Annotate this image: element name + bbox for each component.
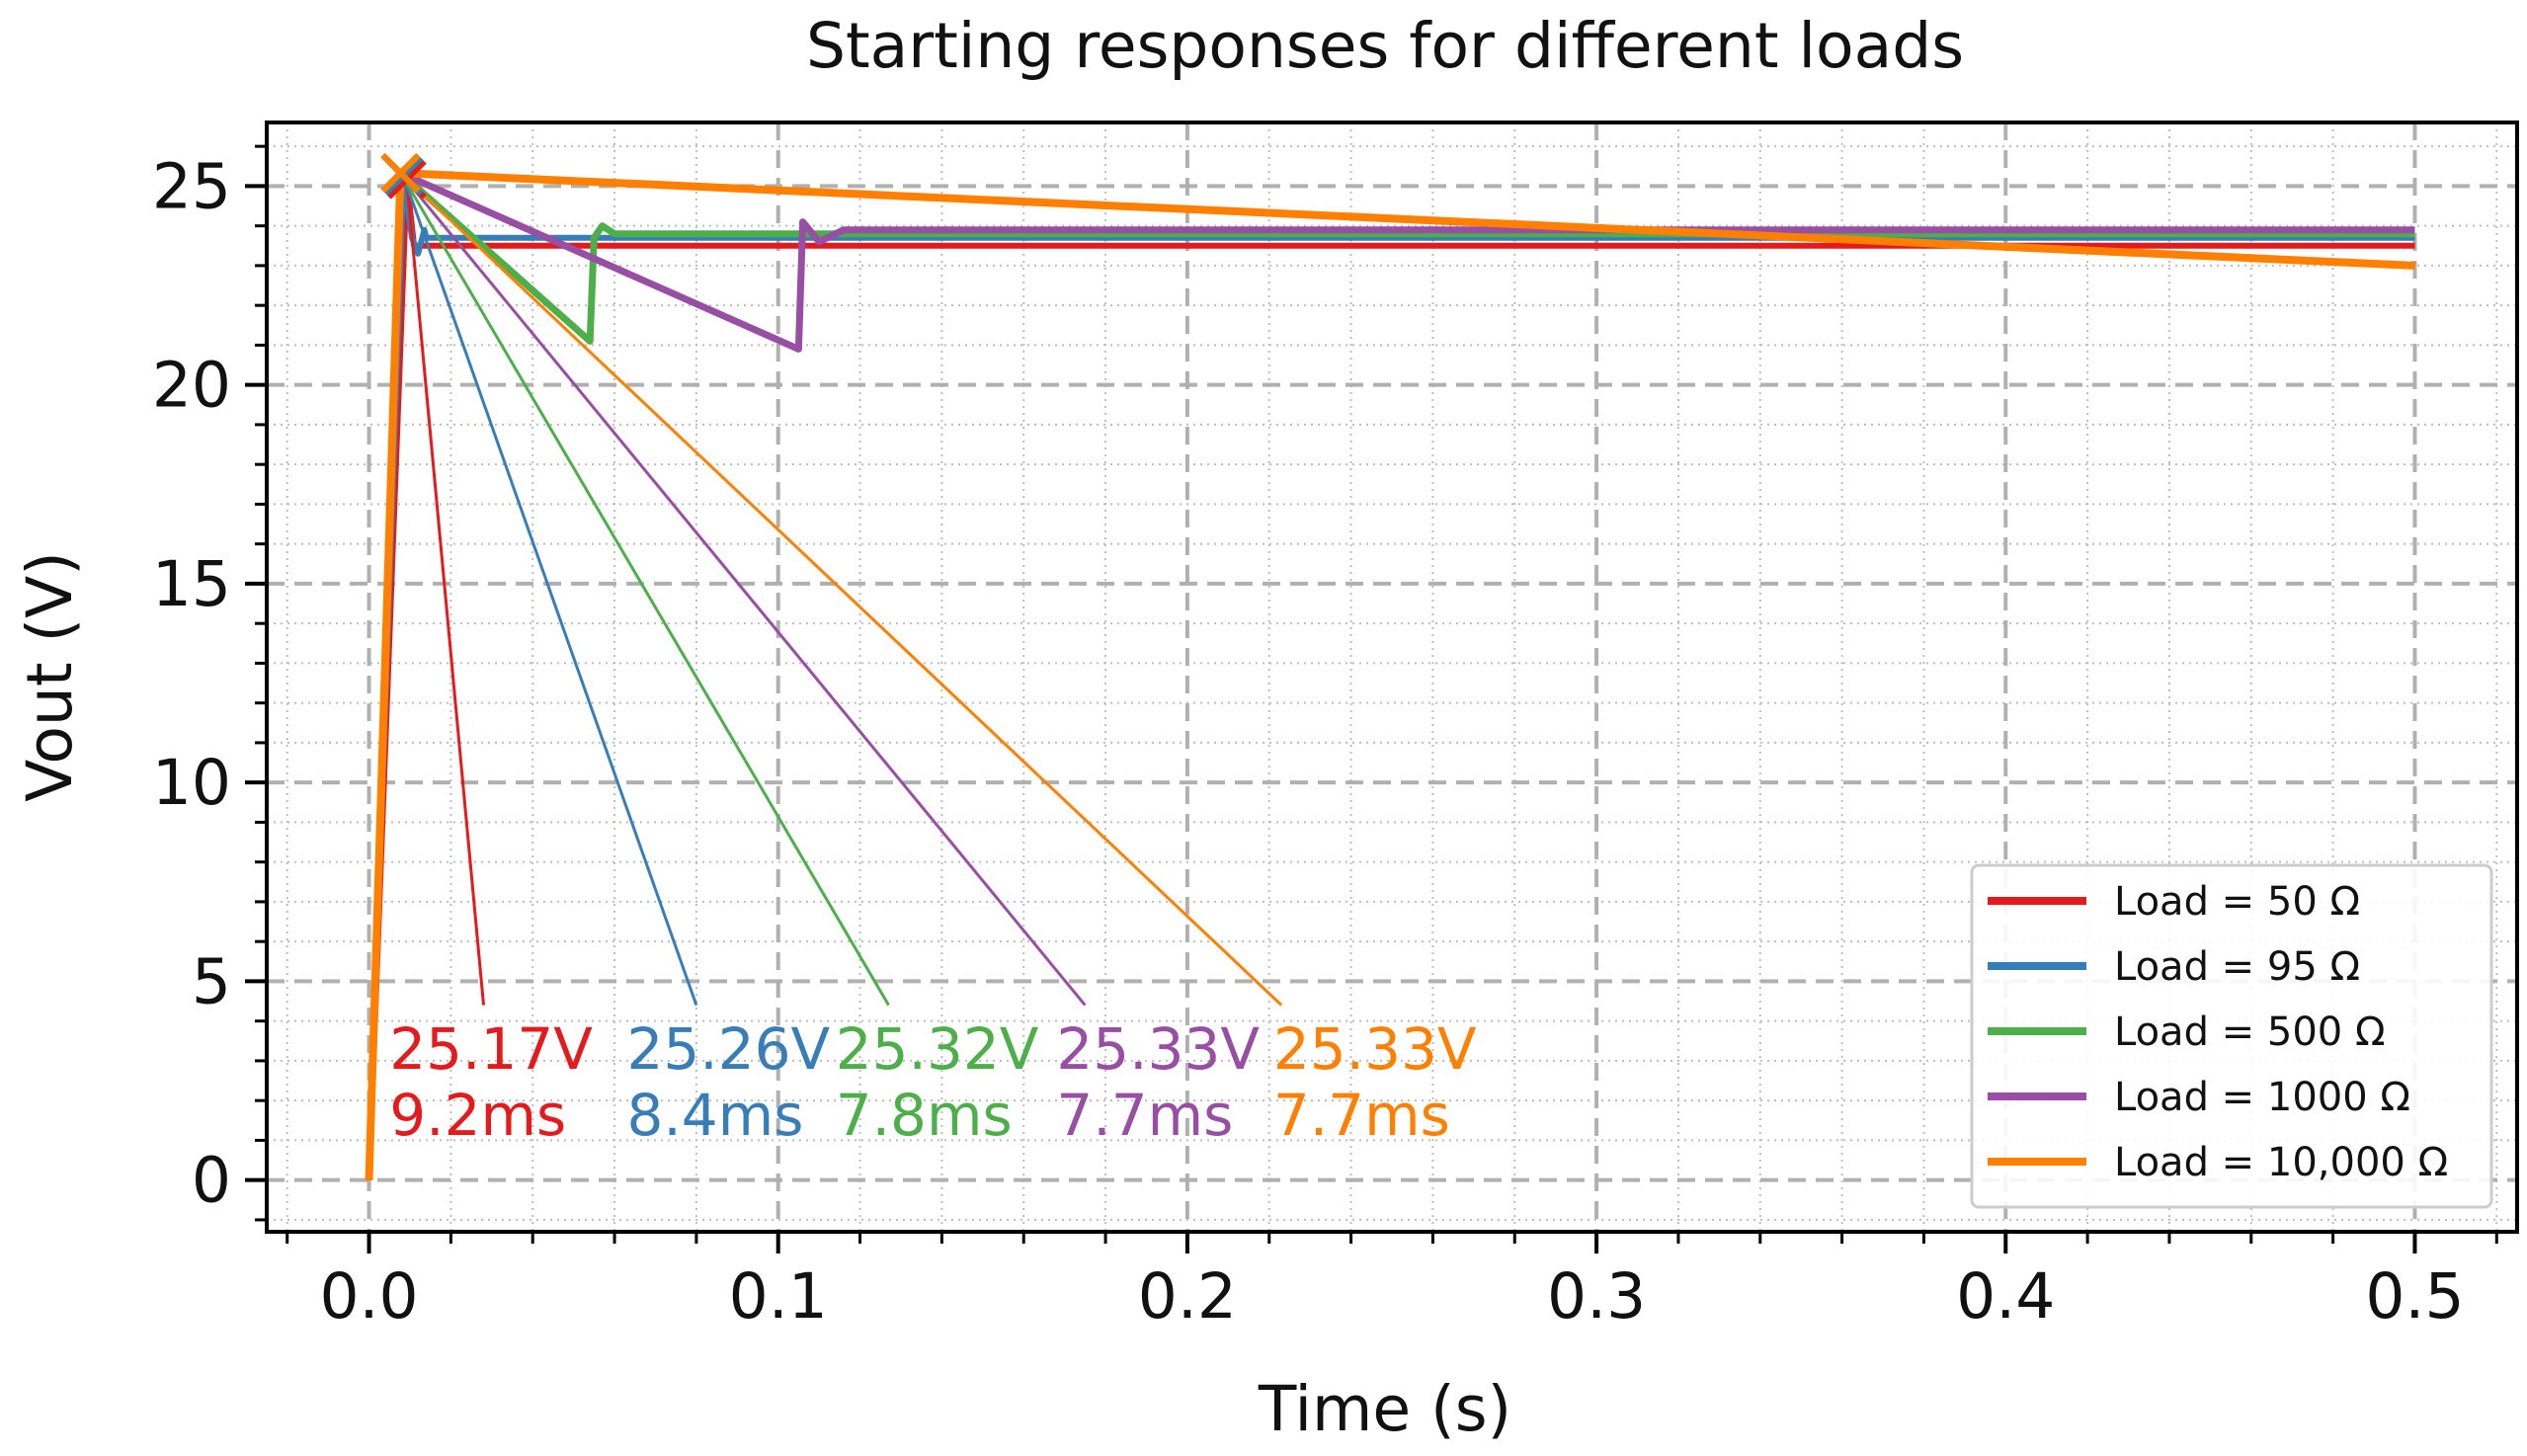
plot-frame (265, 121, 2519, 1234)
annotation-time-1: 8.4ms (626, 1082, 803, 1149)
legend-label-3: Load = 1000 Ω (2114, 1075, 2410, 1120)
annotation-voltage-0: 25.17V (389, 1015, 593, 1083)
x-axis-label: Time (s) (1258, 1373, 1511, 1445)
x-tick-label: 0.1 (729, 1260, 828, 1333)
annotation-voltage-1: 25.26V (626, 1015, 830, 1083)
x-tick-label: 0.4 (1956, 1260, 2055, 1333)
legend-label-4: Load = 10,000 Ω (2114, 1140, 2448, 1185)
annotation-voltage-3: 25.33V (1056, 1015, 1260, 1083)
y-axis-label: Vout (V) (14, 551, 86, 802)
legend: Load = 50 Ω Load = 95 Ω Load = 500 Ω Load =… (1970, 863, 2493, 1209)
annotation-arrow-3 (399, 172, 1087, 1007)
legend-label-0: Load = 50 Ω (2114, 879, 2360, 925)
x-tick-label: 0.2 (1138, 1260, 1237, 1333)
legend-label-2: Load = 500 Ω (2114, 1010, 2386, 1055)
annotation-time-0: 9.2ms (389, 1082, 566, 1149)
legend-label-1: Load = 95 Ω (2114, 944, 2360, 990)
y-axis: 0 5 10 15 20 25 (152, 144, 267, 1222)
x-axis: 0.0 0.1 0.2 0.3 0.4 0.5 (285, 1232, 2498, 1333)
y-tick-label: 10 (152, 747, 231, 819)
peak-marker-stroke (380, 152, 421, 194)
y-tick-label: 0 (192, 1145, 231, 1217)
peak-annotations: 25.17V9.2ms25.26V8.4ms25.32V7.8ms25.33V7… (380, 152, 1477, 1149)
x-tick-label: 0.5 (2365, 1260, 2464, 1333)
annotation-arrow-0 (405, 179, 486, 1006)
annotation-time-4: 7.7ms (1273, 1082, 1450, 1149)
x-tick-label: 0.0 (319, 1260, 418, 1333)
peak-marker-4 (380, 152, 421, 194)
y-tick-label: 5 (192, 945, 231, 1017)
annotation-arrow-4 (399, 172, 1283, 1007)
annotation-time-2: 7.8ms (836, 1082, 1013, 1149)
chart-title: Starting responses for different loads (806, 10, 1964, 82)
x-tick-label: 0.3 (1547, 1260, 1646, 1333)
annotation-arrow-2 (399, 172, 890, 1007)
y-tick-label: 25 (152, 150, 231, 222)
annotation-arrow-1 (401, 175, 698, 1007)
annotation-time-3: 7.7ms (1056, 1082, 1233, 1149)
legend-box (1970, 863, 2493, 1209)
y-tick-label: 15 (152, 548, 231, 620)
y-tick-label: 20 (152, 350, 231, 422)
annotation-voltage-2: 25.32V (836, 1015, 1039, 1083)
annotation-voltage-4: 25.33V (1273, 1015, 1477, 1083)
